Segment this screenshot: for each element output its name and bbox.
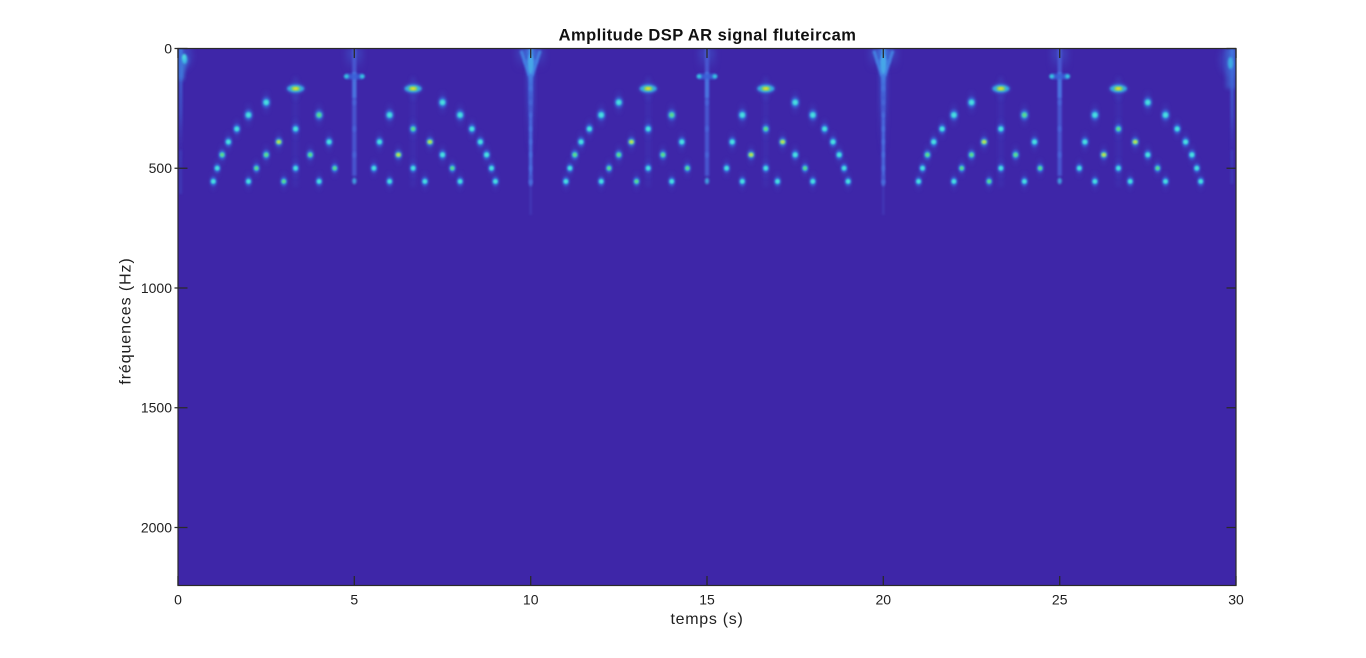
svg-text:10: 10	[523, 592, 539, 608]
svg-text:30: 30	[1228, 592, 1244, 608]
svg-text:25: 25	[1052, 592, 1068, 608]
svg-text:1500: 1500	[141, 400, 172, 416]
svg-text:15: 15	[699, 592, 715, 608]
svg-text:0: 0	[164, 40, 172, 56]
svg-text:Amplitude DSP AR signal flutei: Amplitude DSP AR signal fluteircam	[559, 26, 857, 44]
svg-text:1000: 1000	[141, 280, 172, 296]
svg-text:5: 5	[350, 592, 358, 608]
svg-text:0: 0	[174, 592, 182, 608]
svg-text:temps (s): temps (s)	[671, 611, 744, 628]
svg-text:fréquences (Hz): fréquences (Hz)	[118, 257, 135, 384]
svg-text:500: 500	[149, 160, 173, 176]
svg-text:2000: 2000	[141, 519, 172, 535]
svg-text:20: 20	[876, 592, 892, 608]
